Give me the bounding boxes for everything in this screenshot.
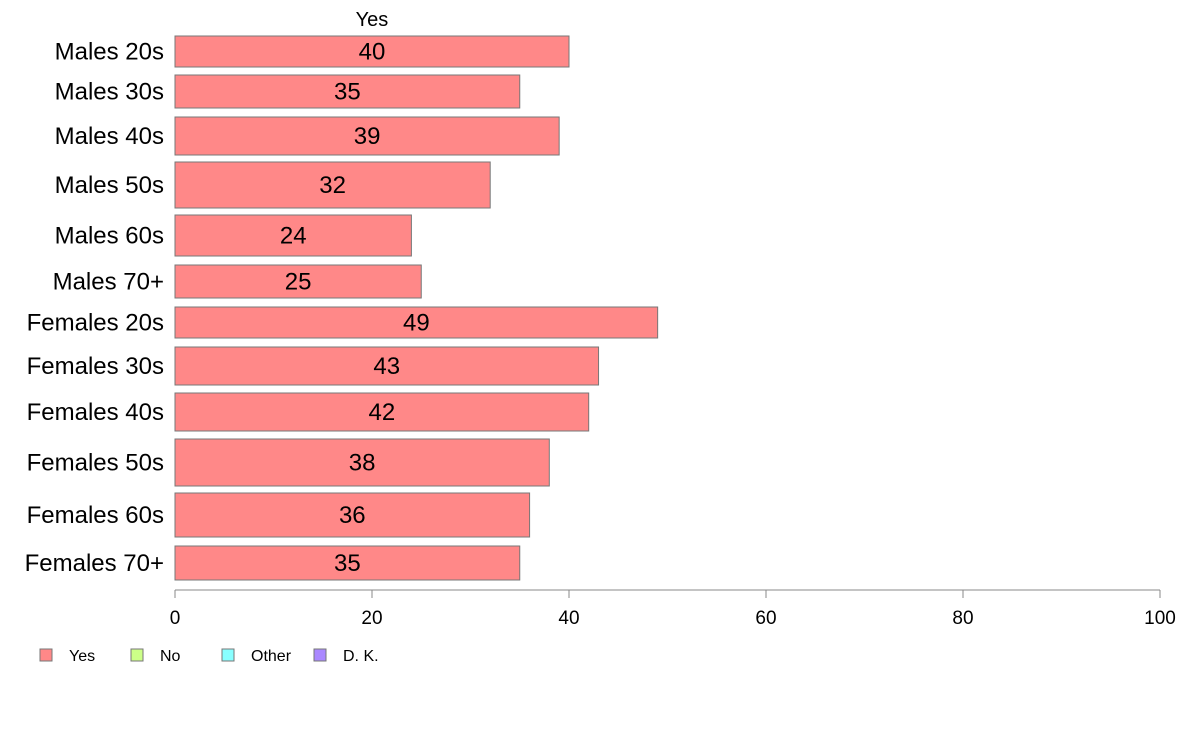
data-label: 32 bbox=[319, 172, 346, 199]
data-label: 36 bbox=[339, 502, 366, 529]
bar-2 bbox=[174, 116, 560, 156]
x-tick-label: 80 bbox=[952, 608, 973, 629]
category-label: Males 50s bbox=[55, 172, 164, 199]
x-tick-label: 0 bbox=[170, 608, 181, 629]
category-label: Females 30s bbox=[27, 353, 164, 380]
legend-swatch-1 bbox=[130, 648, 144, 662]
bar-11 bbox=[174, 545, 521, 581]
data-label: 35 bbox=[334, 550, 361, 577]
bar-7 bbox=[174, 346, 600, 386]
category-label: Females 20s bbox=[27, 310, 164, 337]
bar-3 bbox=[174, 161, 491, 209]
legend-swatch-2 bbox=[221, 648, 235, 662]
category-label: Females 40s bbox=[27, 399, 164, 426]
data-label: 24 bbox=[280, 223, 307, 250]
bar-9 bbox=[174, 438, 550, 487]
x-tick-label: 60 bbox=[755, 608, 776, 629]
legend-label: No bbox=[160, 648, 181, 665]
x-axis: 0 20 40 60 80 100 bbox=[170, 589, 1176, 629]
data-label: 25 bbox=[285, 269, 312, 296]
legend-label: D. K. bbox=[343, 648, 379, 665]
x-tick-label: 40 bbox=[558, 608, 579, 629]
category-label: Males 30s bbox=[55, 79, 164, 106]
bar-1 bbox=[174, 74, 521, 109]
data-label: 43 bbox=[373, 353, 400, 380]
bar-0 bbox=[174, 35, 570, 68]
bar-4 bbox=[174, 214, 412, 257]
bar-6 bbox=[174, 306, 659, 339]
legend-swatch-0 bbox=[39, 648, 53, 662]
legend-label: Other bbox=[251, 648, 292, 665]
chart-top-label: Yes bbox=[356, 9, 389, 31]
legend-label: Yes bbox=[69, 648, 95, 665]
data-label: 39 bbox=[354, 123, 381, 150]
category-label: Males 70+ bbox=[53, 269, 164, 296]
bars-group: Males 20s 40 Males 30s 35 Males 40s 39 Males 5… bbox=[25, 35, 659, 581]
legend: Yes No Other D. K. bbox=[39, 648, 379, 665]
bar-10 bbox=[174, 492, 531, 538]
x-tick-label: 100 bbox=[1144, 608, 1176, 629]
category-label: Females 50s bbox=[27, 450, 164, 477]
bar-5 bbox=[174, 264, 422, 299]
data-label: 38 bbox=[349, 450, 376, 477]
data-label: 35 bbox=[334, 79, 361, 106]
legend-swatch-3 bbox=[313, 648, 327, 662]
category-label: Females 60s bbox=[27, 502, 164, 529]
data-label: 49 bbox=[403, 310, 430, 337]
category-label: Males 20s bbox=[55, 39, 164, 66]
category-label: Females 70+ bbox=[25, 550, 164, 577]
category-label: Males 40s bbox=[55, 123, 164, 150]
x-tick-label: 20 bbox=[361, 608, 382, 629]
data-label: 40 bbox=[359, 39, 386, 66]
bar-8 bbox=[174, 392, 590, 432]
data-label: 42 bbox=[368, 399, 395, 426]
category-label: Males 60s bbox=[55, 223, 164, 250]
